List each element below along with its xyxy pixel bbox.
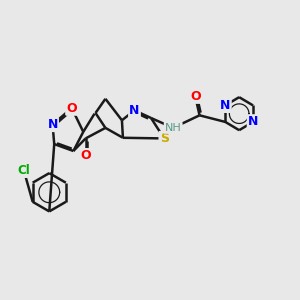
Text: O: O — [190, 90, 201, 103]
Text: Cl: Cl — [17, 164, 30, 177]
Text: O: O — [80, 149, 91, 162]
Text: N: N — [47, 118, 58, 131]
Text: S: S — [160, 132, 169, 145]
Text: S: S — [160, 132, 169, 145]
Text: N: N — [248, 116, 258, 128]
Text: N: N — [129, 104, 140, 117]
Text: NH: NH — [165, 123, 182, 133]
Text: Cl: Cl — [17, 164, 30, 177]
Text: O: O — [190, 90, 201, 103]
Text: N: N — [220, 99, 230, 112]
Text: O: O — [80, 149, 91, 162]
Text: N: N — [220, 99, 230, 112]
Text: O: O — [66, 102, 77, 115]
Text: NH: NH — [165, 123, 182, 133]
Text: N: N — [248, 116, 258, 128]
Text: O: O — [66, 102, 77, 115]
Text: N: N — [47, 118, 58, 131]
Text: N: N — [129, 104, 140, 117]
